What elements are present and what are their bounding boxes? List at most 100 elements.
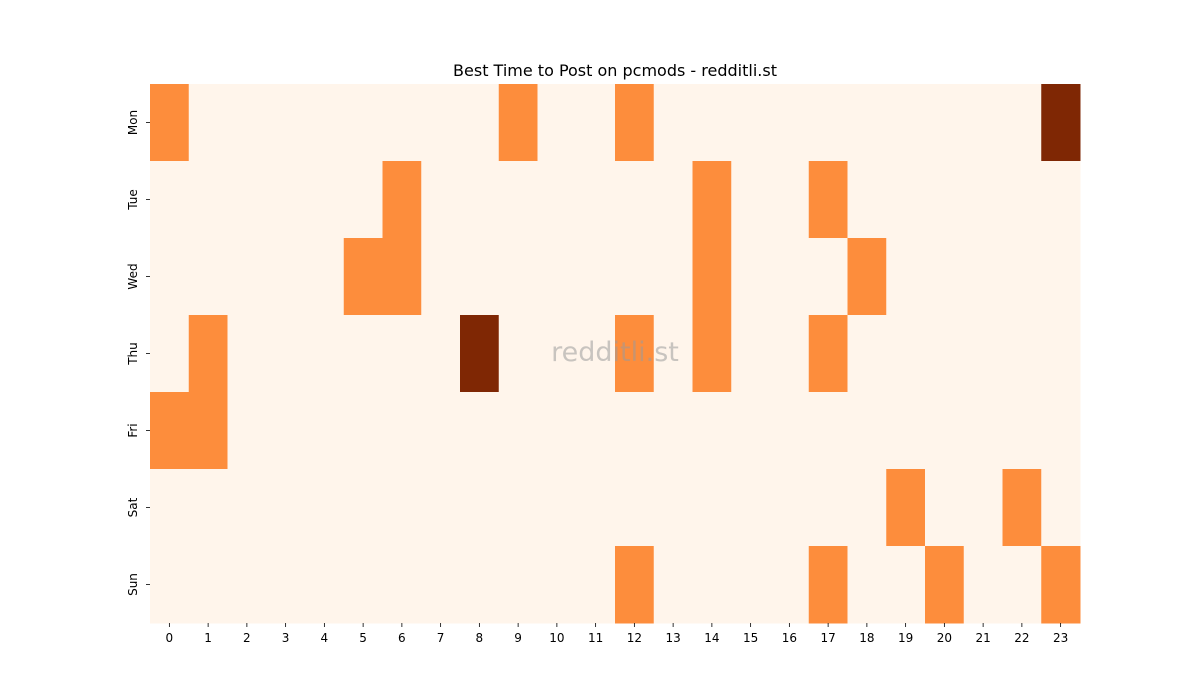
heatmap-cell-tue-7 [421, 161, 461, 239]
y-tick-label: Wed [126, 263, 140, 289]
heatmap-cell-thu-9 [498, 315, 538, 393]
heatmap-cell-mon-7 [421, 84, 461, 162]
heatmap-cell-sat-1 [188, 469, 228, 547]
heatmap-cell-sat-4 [305, 469, 345, 547]
heatmap-cell-mon-5 [343, 84, 383, 162]
heatmap-cell-sat-15 [731, 469, 771, 547]
heatmap-cell-mon-13 [653, 84, 693, 162]
heatmap-cell-sun-22 [1002, 546, 1042, 624]
heatmap-cell-sun-13 [653, 546, 693, 624]
heatmap-cell-wed-10 [537, 238, 577, 316]
heatmap-cell-sun-5 [343, 546, 383, 624]
heatmap-cell-tue-9 [498, 161, 538, 239]
heatmap-cell-tue-8 [460, 161, 500, 239]
heatmap-cell-sat-3 [266, 469, 306, 547]
y-tick-label: Mon [126, 110, 140, 135]
heatmap-cell-tue-13 [653, 161, 693, 239]
heatmap-cell-sat-11 [576, 469, 616, 547]
heatmap-cell-sun-21 [963, 546, 1003, 624]
heatmap-cell-tue-5 [343, 161, 383, 239]
x-tick-label: 14 [704, 631, 719, 645]
heatmap-cell-fri-0 [150, 392, 190, 470]
heatmap-cell-fri-12 [615, 392, 655, 470]
heatmap-cell-thu-18 [847, 315, 887, 393]
heatmap-cell-fri-20 [925, 392, 965, 470]
heatmap-cell-sat-23 [1041, 469, 1081, 547]
x-tick-label: 18 [859, 631, 874, 645]
heatmap-cell-wed-17 [808, 238, 848, 316]
x-tick-label: 12 [627, 631, 642, 645]
heatmap-cell-tue-4 [305, 161, 345, 239]
heatmap-cell-thu-7 [421, 315, 461, 393]
x-tick-label: 11 [588, 631, 603, 645]
x-tick-label: 15 [743, 631, 758, 645]
heatmap-cell-mon-20 [925, 84, 965, 162]
heatmap-cell-tue-0 [150, 161, 190, 239]
heatmap-cell-thu-10 [537, 315, 577, 393]
heatmap-cell-sat-14 [692, 469, 732, 547]
heatmap-cell-mon-9 [498, 84, 538, 162]
heatmap-cell-wed-9 [498, 238, 538, 316]
heatmap-cell-sat-13 [653, 469, 693, 547]
heatmap-cell-sun-0 [150, 546, 190, 624]
heatmap-cell-tue-3 [266, 161, 306, 239]
heatmap-cell-tue-11 [576, 161, 616, 239]
heatmap-cell-fri-19 [886, 392, 926, 470]
heatmap-cell-thu-22 [1002, 315, 1042, 393]
heatmap-cell-thu-0 [150, 315, 190, 393]
heatmap-cell-wed-1 [188, 238, 228, 316]
heatmap-cell-sun-18 [847, 546, 887, 624]
heatmap-cell-sun-15 [731, 546, 771, 624]
heatmap-cell-mon-10 [537, 84, 577, 162]
heatmap-cell-fri-18 [847, 392, 887, 470]
x-tick-label: 13 [665, 631, 680, 645]
heatmap-cell-sat-19 [886, 469, 926, 547]
heatmap-cell-wed-3 [266, 238, 306, 316]
x-tick-label: 1 [204, 631, 212, 645]
heatmap-cell-mon-8 [460, 84, 500, 162]
heatmap-cell-fri-6 [382, 392, 422, 470]
heatmap-cell-mon-6 [382, 84, 422, 162]
heatmap-cell-thu-21 [963, 315, 1003, 393]
heatmap-cell-wed-2 [227, 238, 267, 316]
heatmap-cell-sat-20 [925, 469, 965, 547]
heatmap-cell-sat-5 [343, 469, 383, 547]
heatmap-cell-fri-13 [653, 392, 693, 470]
heatmap-cell-tue-22 [1002, 161, 1042, 239]
heatmap-cell-sat-2 [227, 469, 267, 547]
heatmap-cells [150, 84, 1081, 624]
heatmap-cell-wed-8 [460, 238, 500, 316]
heatmap-cell-wed-15 [731, 238, 771, 316]
heatmap-cell-tue-12 [615, 161, 655, 239]
x-tick-label: 3 [282, 631, 290, 645]
heatmap-cell-thu-3 [266, 315, 306, 393]
heatmap-cell-sun-9 [498, 546, 538, 624]
x-tick-label: 9 [514, 631, 522, 645]
x-tick-label: 19 [898, 631, 913, 645]
heatmap-cell-mon-12 [615, 84, 655, 162]
x-tick-label: 6 [398, 631, 406, 645]
heatmap-cell-fri-8 [460, 392, 500, 470]
heatmap-cell-wed-11 [576, 238, 616, 316]
heatmap-cell-mon-16 [770, 84, 810, 162]
heatmap-cell-fri-14 [692, 392, 732, 470]
heatmap-cell-sun-10 [537, 546, 577, 624]
heatmap-cell-mon-23 [1041, 84, 1081, 162]
x-tick-label: 21 [975, 631, 990, 645]
heatmap-cell-sun-23 [1041, 546, 1081, 624]
heatmap-cell-tue-17 [808, 161, 848, 239]
heatmap-cell-thu-19 [886, 315, 926, 393]
heatmap-cell-mon-22 [1002, 84, 1042, 162]
heatmap-cell-tue-21 [963, 161, 1003, 239]
heatmap-cell-wed-4 [305, 238, 345, 316]
heatmap-cell-wed-19 [886, 238, 926, 316]
heatmap-cell-sat-9 [498, 469, 538, 547]
heatmap-cell-thu-15 [731, 315, 771, 393]
heatmap-cell-sun-16 [770, 546, 810, 624]
heatmap-cell-thu-4 [305, 315, 345, 393]
heatmap-cell-thu-16 [770, 315, 810, 393]
heatmap-cell-thu-20 [925, 315, 965, 393]
heatmap-cell-sun-11 [576, 546, 616, 624]
heatmap-cell-fri-15 [731, 392, 771, 470]
heatmap-cell-tue-1 [188, 161, 228, 239]
